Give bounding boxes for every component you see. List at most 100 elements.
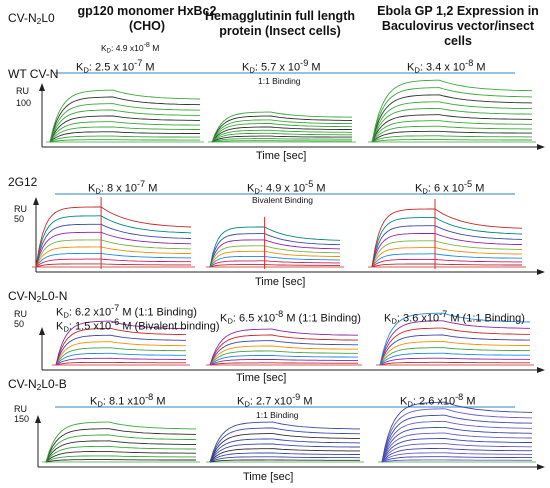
column-title-gp120: gp120 monomer HxBc2 (CHO) <box>77 4 217 33</box>
annotation-row4: 1:1 Binding <box>256 410 299 420</box>
sensorgram-curve-row1-col3 <box>371 101 532 143</box>
x-axis-label-row3: Time [sec] <box>236 372 287 384</box>
sensorgram-curve-row1-col1 <box>49 139 200 143</box>
sensorgram-curve-row1-col1 <box>49 103 201 143</box>
sensorgram-curve-row3-col3 <box>379 327 531 366</box>
kd-n-ebola: KD: 3.6 x10-7 M (1:1 Binding) <box>384 309 525 326</box>
x-axis-label-row2: Time [sec] <box>255 276 306 288</box>
sensorgram-curve-row1-col1 <box>49 109 200 143</box>
sensorgram-curve-row4-col3 <box>381 456 532 463</box>
kd-2g12-ebola: KD: 6 x 10-5 M <box>415 179 485 196</box>
sensorgram-curve-row4-col3 <box>381 432 532 463</box>
top-left-label: CV-N2L0 <box>8 11 55 27</box>
sensorgram-curve-row3-col2 <box>209 345 358 366</box>
sensorgram-curve-row3-col2 <box>209 354 358 366</box>
sensorgram-curve-row2-col3 <box>371 225 523 268</box>
sensorgram-curve-row4-col2 <box>209 433 360 463</box>
kd-b-gp120: KD: 8.1 x10-8 M <box>90 392 166 409</box>
sensorgram-curve-row3-col2 <box>209 340 358 366</box>
sensorgram-curve-row1-col2 <box>211 115 353 143</box>
kd-wt-ha: KD: 5.7 x 10-9 M <box>242 58 321 75</box>
sensorgram-curve-row3-col2 <box>209 328 358 366</box>
sensorgram-curve-row4-col1 <box>45 455 196 463</box>
sensorgram-curve-row4-col1 <box>45 440 197 463</box>
sensorgram-curve-row4-col1 <box>45 428 197 463</box>
kd-2g12-ha: KD: 4.9 x 10-5 M <box>247 179 326 196</box>
column-title-ebola: Ebola GP 1,2 Expression in Baculovirus v… <box>377 4 539 48</box>
sensorgram-curve-row1-col1 <box>49 121 200 143</box>
x-axis-arrow-row1 <box>537 144 545 150</box>
sensorgram-curve-row4-col2 <box>209 421 360 463</box>
sensorgram-curve-row1-col2 <box>211 138 352 143</box>
sensorgram-curve-row3-col3 <box>379 341 531 366</box>
sensorgram-curve-row1-col1 <box>49 89 201 143</box>
sensorgram-curve-row3-col1 <box>55 334 186 366</box>
y-tick-row1: 100 <box>16 98 32 108</box>
sensorgram-curve-row4-col1 <box>45 445 196 463</box>
sensorgram-curve-row4-col3 <box>381 420 533 463</box>
sensorgram-curve-row4-col1 <box>45 459 196 463</box>
kd-wt-ebola: KD: 3.4 x 10-8 M <box>407 58 486 75</box>
kd-n-gp120: KD: 6.2 x10-7 M (1:1 Binding) <box>56 303 197 320</box>
sensorgram-curve-row3-col1 <box>55 341 186 366</box>
sensorgram-curve-row4-col3 <box>381 426 533 463</box>
sensorgram-curve-row1-col2 <box>211 126 353 143</box>
sensorgram-curve-row1-col3 <box>371 107 532 143</box>
kd-n-gp120-bivalent: KD: 1.5 x10-6 M (Bivalent binding) <box>56 317 220 334</box>
row-label-cvn2l0-b: CV-N2L0-B <box>8 377 67 393</box>
sensorgram-curve-row1-col3 <box>371 94 533 143</box>
sensorgram-curve-row4-col3 <box>381 452 532 463</box>
sensorgram-curve-row4-col2 <box>209 459 360 463</box>
sensorgram-curve-row4-col1 <box>45 450 196 463</box>
sensorgram-curve-row4-col2 <box>209 438 361 463</box>
x-axis-arrow-row3 <box>537 367 545 373</box>
x-axis-label-row4: Time [sec] <box>243 471 294 483</box>
sensorgram-curve-row1-col2 <box>211 132 352 143</box>
sensorgram-curve-row1-col3 <box>371 114 533 143</box>
x-axis-label-row1: Time [sec] <box>256 150 307 162</box>
y-tick-row2: 50 <box>14 214 25 224</box>
sensorgram-curve-row4-col3 <box>381 438 532 463</box>
sensorgram-curve-row1-col2 <box>211 123 353 143</box>
sensorgram-curve-row2-col3 <box>371 263 522 268</box>
sensorgram-curve-row4-col3 <box>381 459 532 463</box>
sensorgram-curve-row4-col2 <box>209 443 360 463</box>
sensorgram-curve-row4-col2 <box>209 456 360 463</box>
sensorgram-curve-row1-col1 <box>49 135 200 143</box>
sensorgram-curve-row4-col3 <box>381 443 532 463</box>
sensorgram-curve-row3-col1 <box>55 320 186 366</box>
sensorgram-curve-row3-col1 <box>55 327 186 366</box>
sensorgram-curve-row4-col2 <box>209 448 360 463</box>
x-axis-arrow-row4 <box>537 464 545 470</box>
sensorgram-curve-row1-col2 <box>211 135 352 143</box>
sensorgram-curve-row1-col3 <box>371 130 532 143</box>
kd-b-ebola: KD: 2.6 x10-8 M <box>400 392 476 409</box>
kd-b-ha: KD: 2.7 x10-9 M <box>237 392 313 409</box>
annotation-row1: 1:1 Binding <box>258 76 301 86</box>
sensorgram-curve-row1-col1 <box>49 115 200 143</box>
sensorgram-curve-row3-col2 <box>209 334 358 366</box>
sensorgram-curve-row1-col2 <box>211 140 352 143</box>
sensorgram-curve-row1-col1 <box>49 126 200 143</box>
column-title-hemagglutinin: Hemagglutinin full length protein (Insec… <box>205 9 355 38</box>
y-axis-arrow-row3 <box>39 327 45 335</box>
x-axis-arrow-row2 <box>537 269 545 275</box>
sensorgram-curve-row3-col3 <box>379 352 530 366</box>
sensorgram-curve-row1-col1 <box>49 96 201 143</box>
sensorgram-curve-row3-col3 <box>379 320 530 366</box>
row-label-2g12: 2G12 <box>8 175 38 189</box>
sensorgram-curve-row2-col1 <box>35 263 191 268</box>
sensorgram-curve-row1-col3 <box>371 139 532 143</box>
sensorgram-curve-row4-col3 <box>381 401 533 463</box>
kd-n-ha: KD: 6.5 x10-8 M (1:1 Binding) <box>220 309 361 326</box>
sensorgram-curve-row2-col3 <box>371 258 522 268</box>
column-subtitle-gp120-kd: KD: 4.9 x10-8 M <box>101 41 160 55</box>
sensorgram-curve-row3-col3 <box>379 361 530 366</box>
sensorgram-curve-row1-col3 <box>371 135 532 143</box>
y-tick-row4: 150 <box>14 414 30 424</box>
y-axis-arrow-row4 <box>35 415 41 423</box>
sensorgram-curve-row3-col1 <box>55 352 186 366</box>
y-axis-arrow-row2 <box>33 197 39 205</box>
